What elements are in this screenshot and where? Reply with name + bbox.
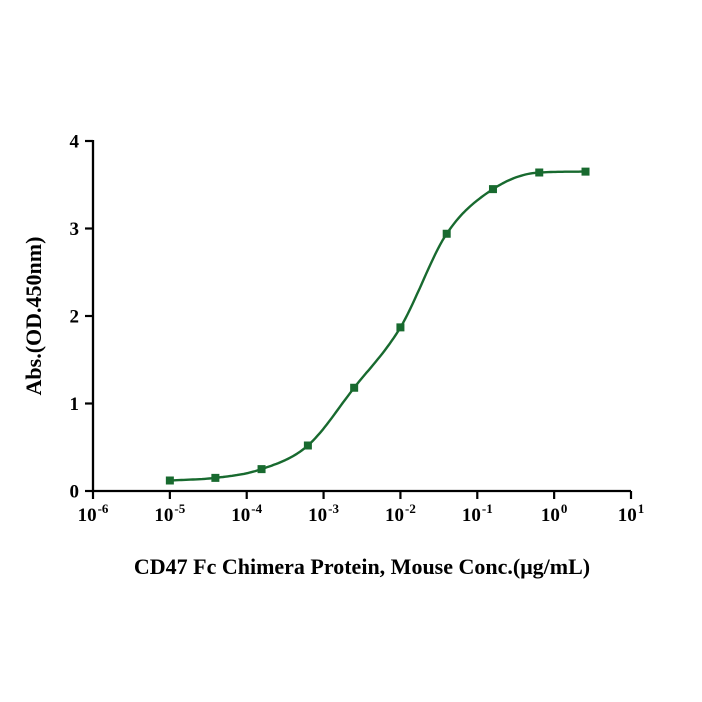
y-axis-title: Abs.(OD.450nm) xyxy=(21,237,46,396)
x-tick-label: 101 xyxy=(618,501,645,526)
data-point-marker xyxy=(165,476,174,485)
data-point-marker xyxy=(211,473,220,482)
data-point-marker xyxy=(396,323,405,332)
y-tick-label: 0 xyxy=(70,482,80,503)
data-point-marker xyxy=(488,185,497,194)
y-tick-label: 3 xyxy=(70,219,80,240)
data-point-marker xyxy=(535,168,544,177)
data-point-marker xyxy=(257,465,266,474)
x-axis-title: CD47 Fc Chimera Protein, Mouse Conc.(μg/… xyxy=(134,554,590,579)
data-point-marker xyxy=(442,229,451,238)
fit-curve xyxy=(169,170,586,482)
data-point-marker xyxy=(303,441,312,450)
y-tick-label: 2 xyxy=(70,307,80,328)
x-tick-label: 10-5 xyxy=(154,501,185,526)
y-tick-label: 4 xyxy=(70,132,80,153)
x-tick-label: 10-3 xyxy=(308,501,339,526)
data-point-marker xyxy=(581,167,590,176)
x-tick-label: 100 xyxy=(541,501,568,526)
axes-lines xyxy=(91,140,631,493)
x-tick-label: 10-6 xyxy=(78,501,109,526)
x-tick-label: 10-4 xyxy=(231,501,262,526)
x-tick-label: 10-1 xyxy=(462,501,493,526)
y-tick-label: 1 xyxy=(70,394,80,415)
data-point-marker xyxy=(350,383,359,392)
x-tick-label: 10-2 xyxy=(385,501,416,526)
